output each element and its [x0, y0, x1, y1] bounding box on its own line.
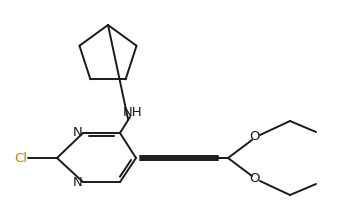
Text: N: N [73, 125, 83, 138]
Text: N: N [73, 177, 83, 190]
Text: Cl: Cl [14, 152, 28, 165]
Text: NH: NH [123, 106, 143, 119]
Text: O: O [250, 172, 260, 186]
Text: O: O [250, 131, 260, 144]
